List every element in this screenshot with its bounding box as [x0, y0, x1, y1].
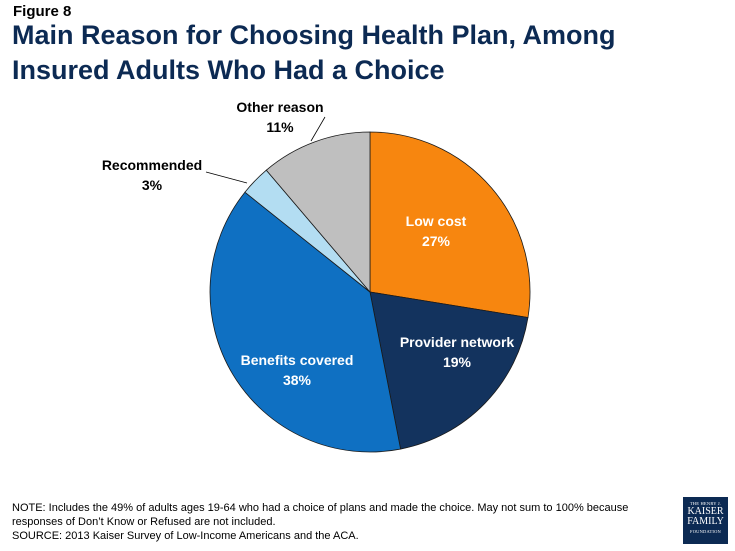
slice-value-low-cost: 27%: [422, 233, 451, 249]
slice-value-other-reason: 11%: [266, 119, 294, 135]
pie-slice-provider-network: [369, 291, 529, 450]
slice-label-other-reason: Other reason: [236, 99, 323, 115]
leader-line-other-reason: [310, 116, 326, 142]
chart-title: Main Reason for Choosing Health Plan, Am…: [12, 20, 616, 85]
source-text: SOURCE: 2013 Kaiser Survey of Low-Income…: [12, 530, 359, 542]
pie-slice-benefits-covered: [209, 191, 402, 453]
slice-labels: Low cost 27% Provider network 19% Benefits c…: [102, 99, 515, 388]
slice-label-recommended: Recommended: [102, 157, 202, 173]
kaiser-family-foundation-logo: THE HENRY J. KAISER FAMILY FOUNDATION: [683, 497, 728, 544]
slice-label-benefits-covered: Benefits covered: [241, 352, 354, 368]
note-text: NOTE: Includes the 49% of adults ages 19…: [12, 502, 629, 528]
pie-slice-other-reason: [265, 131, 371, 294]
slice-label-provider-network: Provider network: [400, 334, 515, 350]
leader-lines: [205, 116, 326, 184]
logo-line-2: KAISER: [687, 506, 724, 517]
pie-slices: [209, 131, 531, 453]
pie-slice-low-cost: [369, 131, 531, 318]
footnote: NOTE: Includes the 49% of adults ages 19…: [12, 501, 662, 543]
figure-label: Figure 8: [13, 3, 72, 20]
leader-line-recommended: [205, 171, 248, 184]
slice-label-low-cost: Low cost: [406, 213, 467, 229]
logo-line-1: THE HENRY J.: [689, 501, 722, 506]
slice-value-provider-network: 19%: [443, 354, 472, 370]
slice-value-recommended: 3%: [142, 177, 163, 193]
slice-value-benefits-covered: 38%: [283, 372, 312, 388]
logo-line-3: FAMILY: [687, 516, 724, 527]
logo-line-4: FOUNDATION: [690, 529, 721, 534]
